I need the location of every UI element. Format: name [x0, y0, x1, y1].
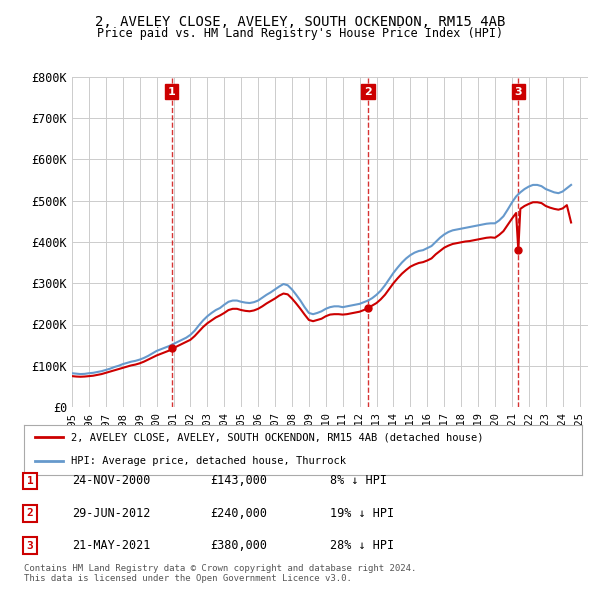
Text: £380,000: £380,000	[210, 539, 267, 552]
Text: 2, AVELEY CLOSE, AVELEY, SOUTH OCKENDON, RM15 4AB: 2, AVELEY CLOSE, AVELEY, SOUTH OCKENDON,…	[95, 15, 505, 29]
Text: 8% ↓ HPI: 8% ↓ HPI	[330, 474, 387, 487]
Text: 3: 3	[514, 87, 522, 97]
Text: 2: 2	[26, 509, 34, 518]
Text: 28% ↓ HPI: 28% ↓ HPI	[330, 539, 394, 552]
Text: 2: 2	[26, 509, 34, 518]
Text: £143,000: £143,000	[210, 474, 267, 487]
Text: 2: 2	[364, 87, 372, 97]
Text: Contains HM Land Registry data © Crown copyright and database right 2024.
This d: Contains HM Land Registry data © Crown c…	[24, 563, 416, 583]
Text: 2, AVELEY CLOSE, AVELEY, SOUTH OCKENDON, RM15 4AB (detached house): 2, AVELEY CLOSE, AVELEY, SOUTH OCKENDON,…	[71, 432, 484, 442]
Text: 29-JUN-2012: 29-JUN-2012	[72, 507, 151, 520]
Text: Price paid vs. HM Land Registry's House Price Index (HPI): Price paid vs. HM Land Registry's House …	[97, 27, 503, 40]
Text: 1: 1	[26, 476, 34, 486]
Text: HPI: Average price, detached house, Thurrock: HPI: Average price, detached house, Thur…	[71, 456, 346, 466]
Text: 24-NOV-2000: 24-NOV-2000	[72, 474, 151, 487]
Text: 3: 3	[26, 541, 34, 550]
Text: 1: 1	[26, 476, 34, 486]
Text: 21-MAY-2021: 21-MAY-2021	[72, 539, 151, 552]
Text: 1: 1	[168, 87, 176, 97]
Text: 19% ↓ HPI: 19% ↓ HPI	[330, 507, 394, 520]
Text: £240,000: £240,000	[210, 507, 267, 520]
Text: 3: 3	[26, 541, 34, 550]
